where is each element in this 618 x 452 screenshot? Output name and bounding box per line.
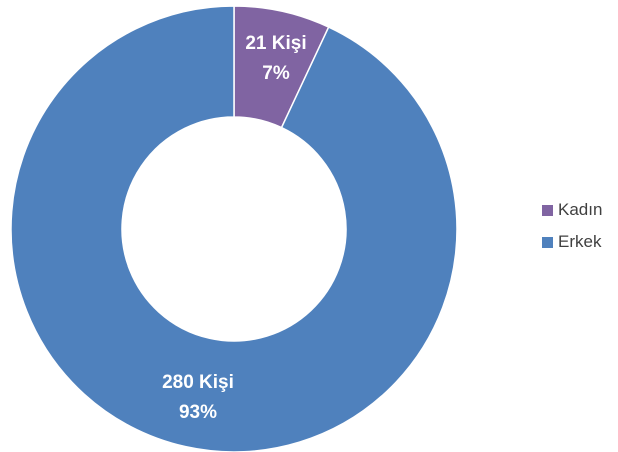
legend-swatch-erkek [542,236,553,248]
legend-swatch-kadin [542,204,553,216]
data-labels: 21 Kişi 7% 280 Kişi 93% [162,33,307,423]
legend-label-kadin: Kadın [558,200,603,219]
label-erkek-count: 280 Kişi [162,372,234,393]
label-erkek-percent: 93% [179,402,217,423]
donut-slices [10,5,458,452]
chart-legend: Kadın Erkek [542,198,602,262]
label-kadin-count: 21 Kişi [245,33,306,54]
legend-item-erkek: Erkek [542,230,602,254]
label-kadin-percent: 7% [262,63,290,84]
legend-label-erkek: Erkek [558,232,602,251]
legend-item-kadin: Kadın [542,198,602,222]
slice-erkek [10,5,458,452]
